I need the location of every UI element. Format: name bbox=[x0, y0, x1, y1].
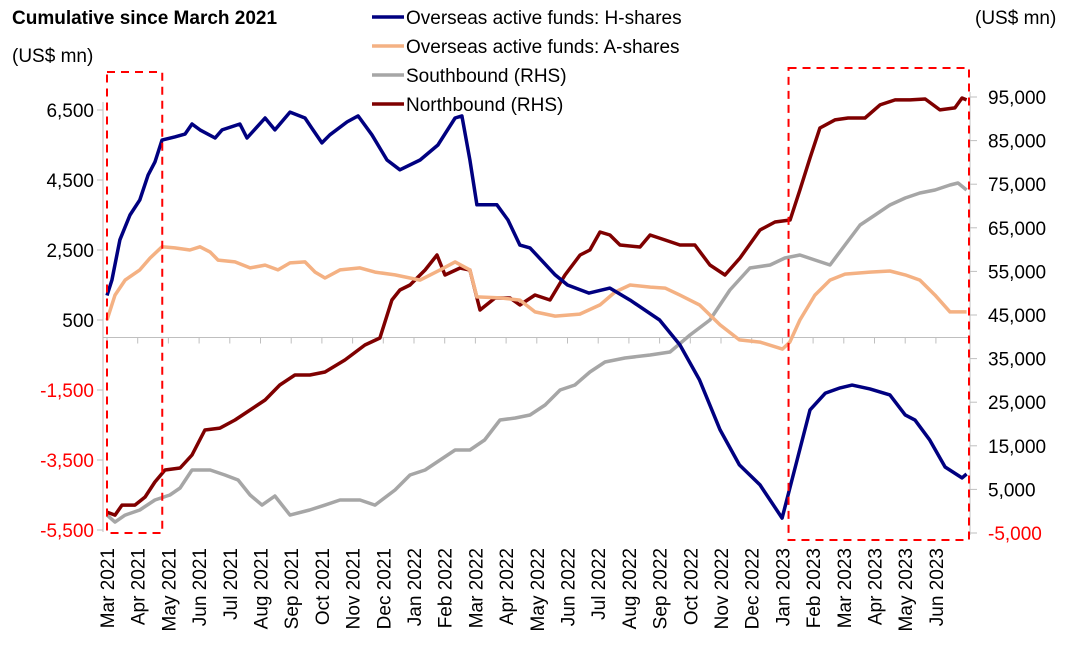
legend-label: Overseas active funds: A-shares bbox=[406, 37, 680, 58]
legend-label: Southbound (RHS) bbox=[406, 66, 567, 87]
right-axis-tick-label: 75,000 bbox=[988, 175, 1046, 196]
right-axis-tick-label: 45,000 bbox=[988, 306, 1046, 327]
left-axis-tick-label: -3,500 bbox=[40, 451, 94, 472]
right-axis-tick-label: 5,000 bbox=[988, 480, 1036, 501]
right-axis-tick-label: 85,000 bbox=[988, 132, 1046, 153]
x-axis-tick-label: Feb 2022 bbox=[436, 548, 457, 628]
x-axis-tick-label: Jul 2021 bbox=[221, 548, 242, 620]
x-axis-tick-label: Sep 2022 bbox=[651, 548, 672, 629]
x-axis-tick-label: Dec 2021 bbox=[374, 548, 395, 629]
series-line-3 bbox=[105, 181, 968, 524]
x-axis-tick-label: Apr 2021 bbox=[129, 548, 150, 625]
x-axis-tick-label: May 2022 bbox=[528, 548, 549, 631]
x-axis-tick-label: Jun 2021 bbox=[190, 548, 211, 626]
chart-title: Cumulative since March 2021 bbox=[12, 8, 277, 29]
left-axis-tick-label: -5,500 bbox=[40, 521, 94, 542]
x-axis-tick-label: Jun 2023 bbox=[927, 548, 948, 626]
x-axis-tick-label: Jun 2022 bbox=[559, 548, 580, 626]
x-axis-tick-label: Mar 2022 bbox=[466, 548, 487, 628]
right-axis-tick-label: -5,000 bbox=[988, 524, 1042, 545]
x-axis-tick-label: Nov 2022 bbox=[712, 548, 733, 629]
x-axis-tick-label: Oct 2021 bbox=[313, 548, 334, 625]
x-axis-tick-label: Jan 2023 bbox=[773, 548, 794, 626]
left-axis-unit: (US$ mn) bbox=[12, 46, 93, 67]
right-axis-tick-label: 55,000 bbox=[988, 262, 1046, 283]
x-axis-tick-label: Mar 2021 bbox=[98, 548, 119, 628]
series-line-4 bbox=[106, 96, 968, 517]
highlight-box bbox=[106, 71, 164, 534]
left-axis-tick-label: 6,500 bbox=[46, 101, 94, 122]
x-axis-tick-label: Apr 2022 bbox=[497, 548, 518, 625]
right-axis-tick-label: 95,000 bbox=[988, 88, 1046, 109]
x-axis-tick-label: Jul 2022 bbox=[589, 548, 610, 620]
right-axis-unit: (US$ mn) bbox=[975, 8, 1056, 29]
left-axis-tick-label: -1,500 bbox=[40, 381, 94, 402]
right-axis-tick-label: 35,000 bbox=[988, 350, 1046, 371]
x-axis-tick-label: Sep 2021 bbox=[282, 548, 303, 629]
x-axis-tick-label: Apr 2023 bbox=[866, 548, 887, 625]
x-axis-tick-label: Dec 2022 bbox=[743, 548, 764, 629]
x-axis-tick-label: Mar 2023 bbox=[835, 548, 856, 628]
series-line-1 bbox=[105, 110, 968, 520]
x-axis-tick-label: May 2021 bbox=[159, 548, 180, 631]
x-axis-tick-label: Aug 2021 bbox=[252, 548, 273, 629]
x-axis-tick-label: Feb 2023 bbox=[804, 548, 825, 628]
legend-label: Northbound (RHS) bbox=[406, 95, 563, 116]
x-axis-tick-label: May 2023 bbox=[896, 548, 917, 631]
x-axis-tick-label: Nov 2021 bbox=[344, 548, 365, 629]
left-axis-tick-label: 4,500 bbox=[46, 171, 94, 192]
highlight-box bbox=[787, 67, 970, 541]
right-axis-tick-label: 25,000 bbox=[988, 393, 1046, 414]
x-axis-tick-label: Aug 2022 bbox=[620, 548, 641, 629]
series-line-2 bbox=[105, 245, 967, 351]
x-axis-tick-label: Jan 2022 bbox=[405, 548, 426, 626]
right-axis-tick-label: 65,000 bbox=[988, 219, 1046, 240]
legend-label: Overseas active funds: H-shares bbox=[406, 8, 682, 29]
legend: Overseas active funds: H-shares Overseas … bbox=[372, 8, 682, 116]
right-axis-tick-label: 15,000 bbox=[988, 437, 1046, 458]
x-axis-tick-label: Oct 2022 bbox=[681, 548, 702, 625]
left-axis-tick-label: 2,500 bbox=[46, 241, 94, 262]
left-axis-tick-label: 500 bbox=[62, 311, 94, 332]
